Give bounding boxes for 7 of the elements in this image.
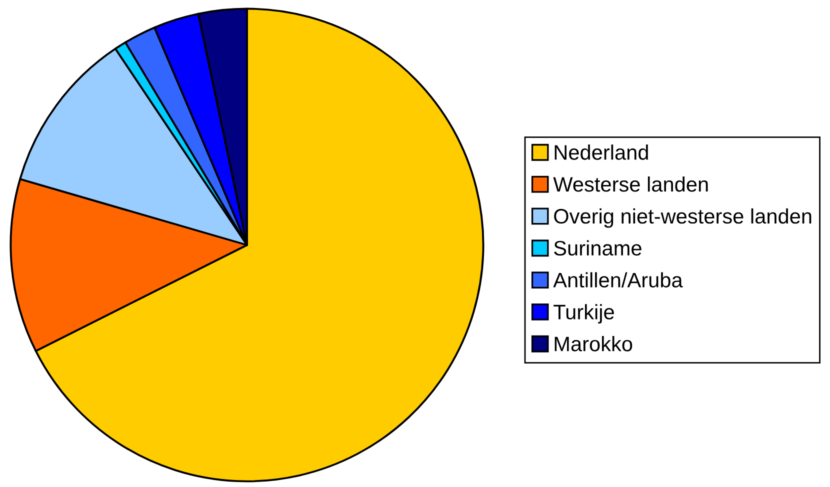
legend-label: Marokko: [554, 336, 632, 352]
legend-label: Antillen/Aruba: [553, 272, 683, 288]
legend-label: Nederland: [554, 144, 648, 160]
legend-label: Suriname: [554, 240, 642, 256]
legend-label: Overig niet-westerse landen: [554, 208, 812, 228]
legend-label: Turkije: [554, 304, 614, 324]
legend-label: Westerse landen: [553, 176, 708, 192]
